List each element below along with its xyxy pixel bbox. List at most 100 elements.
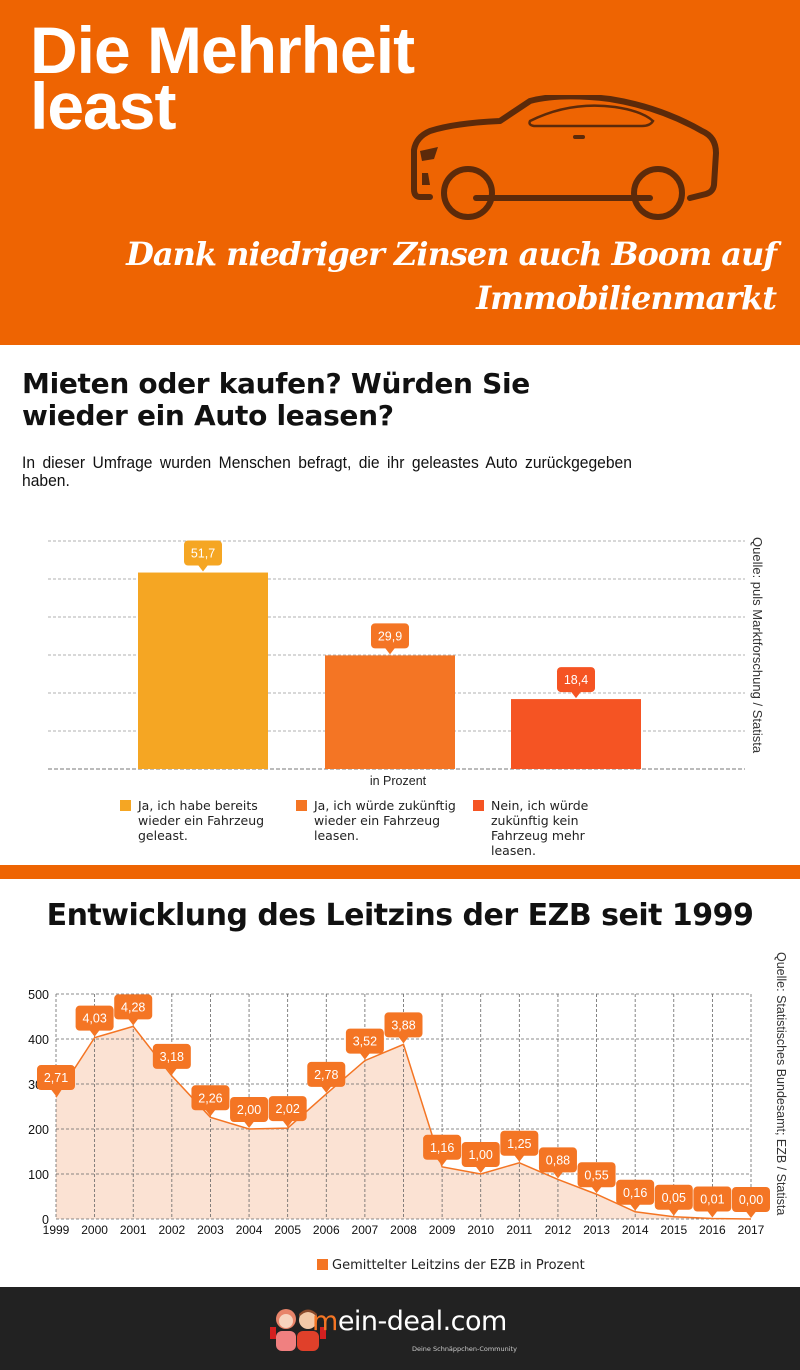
data-point-label: 2,71	[37, 1065, 75, 1097]
value-label-bg	[557, 667, 595, 693]
value-label-pointer	[321, 1086, 332, 1093]
interest-source: Quelle: Statistisches Bundesamt; EZB / S…	[774, 952, 788, 1216]
value-label-bg	[693, 1186, 732, 1212]
value-label-bg	[184, 540, 222, 566]
value-label: 0,16	[623, 1186, 647, 1200]
data-point-label: 1,25	[500, 1130, 539, 1162]
value-label: 1,25	[507, 1137, 531, 1151]
value-label: 2,02	[275, 1102, 299, 1116]
y-tick-label: 100	[28, 1168, 49, 1182]
x-tick-label: 2009	[429, 1223, 456, 1237]
data-point-label: 4,03	[75, 1005, 114, 1037]
value-label-pointer	[552, 1171, 563, 1179]
data-point-label: 0,88	[538, 1147, 577, 1179]
bar-value-label: 29,9	[371, 623, 409, 655]
value-label-bg	[37, 1065, 75, 1091]
x-tick-label: 2017	[738, 1223, 765, 1237]
value-label-pointer	[514, 1155, 525, 1162]
value-label-bg	[384, 1012, 423, 1038]
footer	[0, 1287, 800, 1370]
data-point-label: 2,78	[307, 1061, 346, 1093]
y-tick-label: 200	[28, 1123, 49, 1137]
x-tick-label: 2015	[660, 1223, 687, 1237]
data-point-label: 4,28	[114, 994, 153, 1026]
value-label: 2,00	[237, 1103, 261, 1117]
value-label: 0,55	[584, 1168, 608, 1182]
hero-banner: Die Mehrheit least Dank niedriger Zinsen…	[0, 0, 800, 345]
value-label: 4,03	[82, 1012, 106, 1026]
legend-swatch	[317, 1259, 328, 1270]
x-tick-label: 2007	[352, 1223, 379, 1237]
value-label-pointer	[244, 1121, 255, 1128]
value-label-pointer	[51, 1089, 61, 1097]
value-label-bg	[191, 1085, 230, 1111]
value-label-bg	[345, 1028, 384, 1054]
legend-label: Gemittelter Leitzins der EZB in Prozent	[332, 1258, 585, 1273]
value-label: 2,26	[198, 1091, 222, 1105]
value-label: 2,78	[314, 1068, 338, 1082]
value-label-pointer	[359, 1053, 370, 1060]
x-tick-label: 2013	[583, 1223, 610, 1237]
x-tick-label: 2003	[197, 1223, 224, 1237]
x-tick-label: 2010	[467, 1223, 494, 1237]
value-label-bg	[500, 1130, 539, 1156]
value-label: 51,7	[191, 547, 215, 561]
value-label-bg	[461, 1142, 500, 1167]
survey-description: In dieser Umfrage wurden Menschen befrag…	[22, 453, 632, 490]
x-tick-label: 2014	[622, 1223, 649, 1237]
value-label-bg	[75, 1005, 114, 1031]
value-label: 4,28	[121, 1000, 145, 1014]
survey-legend: Ja, ich habe bereits wieder ein Fahrzeug…	[120, 798, 660, 858]
x-tick-label: 2002	[158, 1223, 185, 1237]
x-tick-label: 2000	[81, 1223, 108, 1237]
value-label-bg	[371, 623, 409, 649]
value-label-bg	[268, 1096, 307, 1122]
value-label: 0,00	[739, 1193, 763, 1207]
data-point-label: 0,55	[577, 1162, 616, 1194]
data-point-label: 0,05	[654, 1184, 693, 1216]
x-axis-label: in Prozent	[370, 774, 427, 788]
x-tick-label: 2005	[274, 1223, 301, 1237]
interest-title: Entwicklung des Leitzins der EZB seit 19…	[46, 898, 754, 933]
y-tick-label: 500	[28, 988, 49, 1002]
data-point-label: 1,16	[423, 1134, 462, 1166]
y-tick-label: 400	[28, 1033, 49, 1047]
logo-wordmark[interactable]: mein-deal.com	[312, 1306, 507, 1337]
interest-area-chart: 0100200300400500199920002001200220032004…	[28, 988, 770, 1237]
value-label: 18,4	[564, 673, 588, 687]
data-point-label: 2,02	[268, 1096, 307, 1128]
legend-label: Ja, ich habe bereits wieder ein Fahrzeug…	[138, 798, 265, 843]
value-label-bg	[538, 1147, 577, 1173]
value-label: 1,00	[469, 1148, 493, 1162]
value-label-pointer	[630, 1204, 641, 1211]
value-label-pointer	[205, 1109, 216, 1117]
value-label-pointer	[437, 1159, 448, 1166]
value-label-bg	[307, 1061, 346, 1087]
series-line	[55, 1025, 752, 1220]
x-tick-label: 2016	[699, 1223, 726, 1237]
value-label-bg	[152, 1043, 191, 1069]
value-label: 1,16	[430, 1141, 454, 1155]
value-label: 3,18	[160, 1050, 184, 1064]
x-tick-label: 2012	[545, 1223, 572, 1237]
data-point-label: 2,00	[230, 1097, 269, 1128]
survey-bar-chart: 51,7 29,9 18,4 in Prozent	[48, 540, 745, 788]
data-point-label: 3,52	[345, 1028, 384, 1060]
bar-value-label: 51,7	[184, 540, 222, 572]
value-label: 2,71	[44, 1071, 68, 1085]
survey-source: Quelle: puls Marktforschung / Statista	[750, 537, 765, 754]
value-label-pointer	[385, 647, 395, 655]
bar-value-label: 18,4	[557, 667, 595, 699]
value-label-bg	[732, 1187, 770, 1212]
x-tick-label: 2006	[313, 1223, 340, 1237]
value-label: 3,52	[353, 1035, 377, 1049]
legend-swatch	[473, 800, 484, 811]
data-point-label: 1,00	[461, 1142, 500, 1173]
car-icon	[411, 95, 719, 220]
y-tick-label: 0	[42, 1213, 49, 1227]
x-tick-label: 2008	[390, 1223, 417, 1237]
value-label-pointer	[128, 1018, 139, 1026]
legend-item: Ja, ich würde zukünftig wieder ein Fahrz…	[296, 798, 456, 843]
value-label-pointer	[198, 565, 208, 572]
value-label-pointer	[746, 1211, 756, 1218]
